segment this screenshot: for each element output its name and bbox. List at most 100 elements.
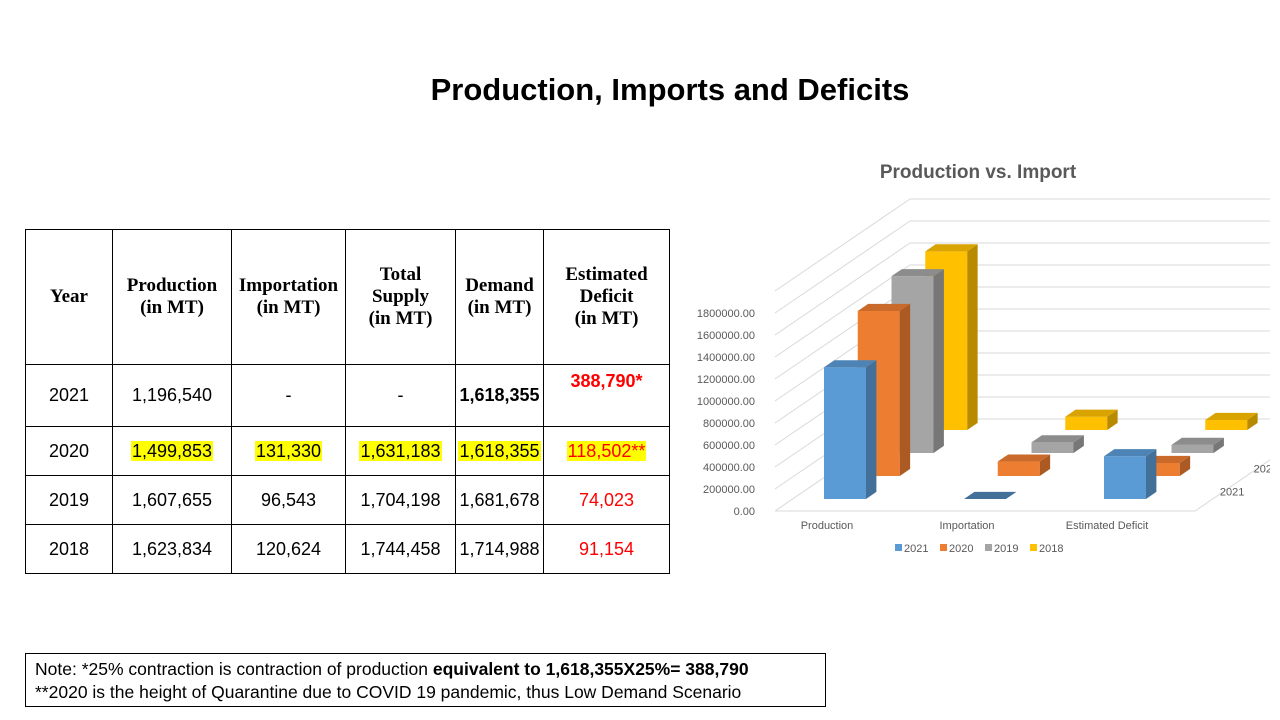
header-line: (in MT) (140, 297, 204, 318)
header-demand: Demand (in MT) (455, 229, 544, 365)
y-tick-label: 600000.00 (703, 440, 755, 452)
bar-side (899, 303, 911, 476)
bar-side (967, 244, 978, 430)
gridline (774, 264, 911, 358)
cell-production: 1,607,655 (112, 475, 232, 525)
bar-2019-production (891, 269, 944, 453)
legend-swatch (1030, 544, 1037, 551)
gridline (774, 286, 911, 380)
bar-side (933, 269, 944, 453)
header-line: Importation (238, 275, 339, 296)
y-tick-label: 1200000.00 (697, 374, 755, 386)
legend-label: 2019 (994, 543, 1018, 555)
cell-demand: 1,618,355 (455, 426, 544, 476)
header-line: (in MT) (256, 297, 321, 318)
cell-deficit: 91,154 (543, 524, 670, 574)
table-header-row: Year Production (in MT) Importation (in … (25, 229, 670, 365)
cell-year: 2019 (25, 475, 113, 525)
chart-grid (774, 198, 1270, 512)
highlighted-value: 131,330 (254, 440, 323, 461)
footnote-box: Note: *25% contraction is contraction of… (25, 653, 826, 707)
cell-importation: 96,543 (231, 475, 346, 525)
highlighted-value: 1,631,183 (359, 440, 442, 461)
bar-side (1179, 455, 1191, 476)
header-line: Total (379, 264, 422, 285)
legend-label: 2020 (949, 543, 973, 555)
header-importation: Importation (in MT) (231, 229, 346, 365)
bar-2018-estimated-deficit (1205, 412, 1258, 430)
bar-top (824, 360, 877, 368)
gridline (774, 242, 911, 336)
header-deficit: Estimated Deficit (in MT) (543, 229, 670, 365)
bar-top (925, 244, 978, 252)
y-tick-label: 1600000.00 (697, 330, 755, 342)
cell-year: 2020 (25, 426, 113, 476)
y-tick-label: 400000.00 (703, 462, 755, 474)
cell-demand: 1,681,678 (455, 475, 544, 525)
y-tick-label: 1400000.00 (697, 352, 755, 364)
bar-side (1073, 435, 1084, 453)
bar-2020-importation (997, 454, 1051, 476)
header-line: Production (126, 275, 218, 296)
bar-side (1146, 449, 1157, 499)
table-row: 2018 1,623,834 120,624 1,744,458 1,714,9… (25, 524, 670, 574)
bar-front (1065, 416, 1108, 430)
bar-top (1171, 437, 1224, 445)
bar-top (1031, 435, 1084, 443)
cell-demand: 1,618,355 (455, 364, 544, 427)
cell-importation: 120,624 (231, 524, 346, 574)
bar-2018-importation (1065, 409, 1118, 430)
cell-total-supply: 1,744,458 (345, 524, 456, 574)
header-line: (in MT) (574, 308, 639, 329)
header-line: (in MT) (368, 308, 433, 329)
footnote-text: Note: *25% contraction is contraction of… (35, 659, 433, 679)
cell-total-supply: 1,704,198 (345, 475, 456, 525)
floor-line (1194, 459, 1270, 512)
y-tick-label: 1000000.00 (697, 396, 755, 408)
footnote-line-1: Note: *25% contraction is contraction of… (35, 658, 816, 681)
slide-title: Production, Imports and Deficits (430, 72, 910, 107)
highlighted-value: 1,618,355 (458, 440, 541, 461)
table-row: 2020 1,499,853 131,330 1,631,183 1,618,3… (25, 426, 670, 476)
bar-2019-importation (1031, 435, 1084, 453)
gridline (774, 198, 911, 292)
header-line: Supply (371, 286, 430, 307)
bar-top (857, 303, 911, 312)
chart-legend: 2021 2020 2019 2018 (895, 543, 1063, 555)
bar-top (1205, 412, 1258, 420)
chart-bars (824, 244, 1258, 499)
footnote-emphasis: equivalent to 1,618,355X25%= 388,790 (432, 659, 749, 679)
header-line: Demand (465, 275, 534, 296)
table-row: 2021 1,196,540 - - 1,618,355 388,790* (25, 364, 670, 427)
cell-deficit: 388,790* (543, 364, 670, 427)
y-tick-label: 800000.00 (703, 418, 755, 430)
cell-importation: 131,330 (231, 426, 346, 476)
header-production: Production (in MT) (112, 229, 232, 365)
highlighted-value: 118,502** (566, 440, 647, 461)
x-category-label: Importation (939, 520, 994, 532)
cell-production: 1,196,540 (112, 364, 232, 427)
header-line: Deficit (579, 286, 634, 307)
production-table: Year Production (in MT) Importation (in … (25, 229, 670, 574)
cell-deficit: 74,023 (543, 475, 670, 525)
header-total-supply: Total Supply (in MT) (345, 229, 456, 365)
cell-production: 1,499,853 (112, 426, 232, 476)
bar-side (1247, 412, 1258, 430)
header-year: Year (25, 229, 113, 365)
footnote-line-2: **2020 is the height of Quarantine due t… (35, 682, 742, 702)
bar-2019-estimated-deficit (1171, 437, 1224, 453)
bar-front (1104, 456, 1146, 499)
legend-swatch (985, 544, 992, 551)
cell-year: 2018 (25, 524, 113, 574)
cell-production: 1,623,834 (112, 524, 232, 574)
cell-total-supply: - (345, 364, 456, 427)
bar-side (1213, 437, 1224, 453)
bar-top (964, 491, 1017, 499)
bar-front (1171, 444, 1214, 453)
bar-2021-estimated-deficit (1104, 449, 1157, 499)
depth-label: 2020 (1254, 464, 1270, 476)
table-row: 2019 1,607,655 96,543 1,704,198 1,681,67… (25, 475, 670, 525)
bar-side (1039, 454, 1051, 476)
chart-title: Production vs. Import (880, 162, 1077, 183)
legend-swatch (895, 544, 902, 551)
